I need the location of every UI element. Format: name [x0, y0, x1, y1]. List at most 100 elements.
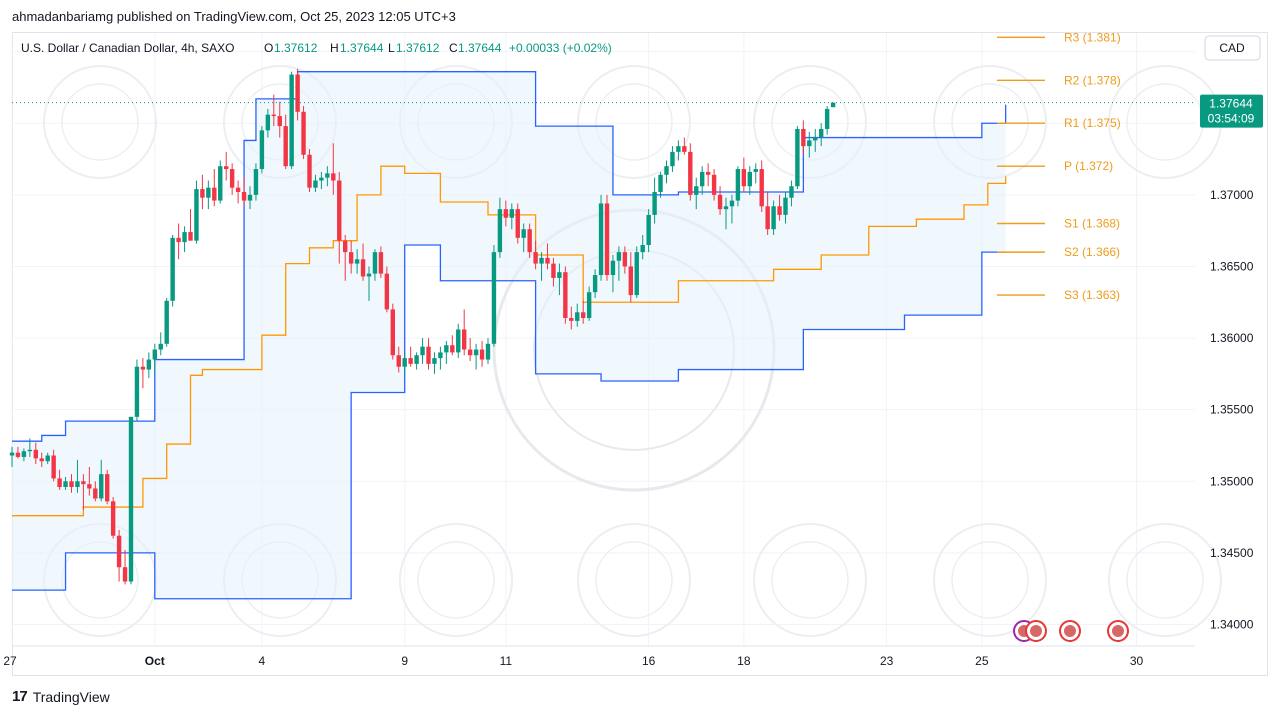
candle-body [420, 346, 425, 356]
candle-body [176, 237, 181, 243]
candle-body [206, 187, 211, 198]
candle-body [479, 349, 485, 360]
price-tick-label: 1.36000 [1210, 331, 1254, 345]
candle-body [646, 214, 651, 245]
channel-midline [12, 165, 1007, 517]
event-flags[interactable] [1013, 620, 1129, 642]
candle-body [545, 257, 550, 264]
candle-body [33, 449, 38, 459]
candle-body [259, 130, 265, 170]
time-axis[interactable]: 27 Oct 4 9 11 16 18 23 25 30 [3, 645, 1195, 668]
candle-body [81, 481, 86, 485]
candle-body [152, 349, 157, 360]
candle-body [396, 355, 401, 367]
candle-body [426, 346, 431, 364]
candle-body [622, 252, 628, 267]
price-axis[interactable]: 1.380001.375001.370001.365001.360001.355… [1210, 45, 1254, 632]
candle-body [313, 180, 318, 188]
candle-body [15, 452, 21, 457]
watermark-ring [61, 83, 139, 161]
candle-body [432, 358, 437, 364]
candle-body [224, 166, 229, 170]
candle-body [676, 146, 681, 152]
candle-body [57, 478, 62, 488]
candle-body [51, 455, 56, 479]
watermark-ring [577, 523, 691, 637]
legend-change: +0.00033 (+0.02%) [509, 41, 612, 55]
candle-body [194, 189, 199, 241]
candle-body [491, 252, 497, 344]
candle-body [503, 209, 509, 218]
candle-body [360, 259, 366, 277]
candle-body [277, 116, 282, 127]
channel-fill [12, 71, 1006, 599]
tradingview-brand[interactable]: TradingView [32, 688, 110, 705]
watermark-ring [595, 83, 673, 161]
candle-body [253, 169, 259, 195]
legend-close-label: C [449, 41, 458, 55]
candle-body [164, 300, 169, 344]
candle-body [140, 366, 146, 370]
legend-low-value: 1.37612 [396, 41, 440, 55]
candle-body [229, 169, 235, 188]
candle-body [301, 111, 306, 155]
candle-body [188, 232, 193, 241]
candle-body [569, 318, 574, 321]
pivot-label: S3 (1.363) [1064, 288, 1120, 302]
candle-body [265, 114, 271, 131]
candle-body [717, 194, 723, 210]
legend-symbol: U.S. Dollar / Canadian Dollar, 4h, SAXO [21, 41, 234, 55]
candle-body [795, 128, 800, 187]
event-flag-icon [1064, 625, 1076, 637]
channel-lower-line [12, 244, 1006, 600]
candle-body [105, 474, 110, 502]
published-line: ahmadanbariamg published on TradingView.… [12, 9, 456, 24]
candle-body [783, 197, 788, 215]
time-tick-label: 11 [500, 654, 513, 668]
time-tick-label: 27 [3, 654, 17, 668]
time-tick-label: 16 [642, 654, 656, 668]
candle-body [378, 252, 384, 274]
candle-body [604, 203, 610, 276]
candle-body [664, 166, 669, 175]
candle-body [116, 535, 122, 568]
candle-body [628, 266, 633, 296]
candle-body [444, 345, 449, 353]
time-tick-label: Oct [145, 654, 165, 668]
legend-close-value: 1.37644 [458, 41, 502, 55]
currency-button[interactable]: CAD [1204, 35, 1261, 61]
candle-body [87, 484, 92, 489]
candle-body [509, 209, 514, 218]
pivot-label: S2 (1.366) [1064, 245, 1120, 259]
candle-body [289, 74, 294, 167]
candle-body [581, 312, 586, 319]
candle-body [128, 416, 134, 582]
candle-body [670, 151, 675, 167]
candle-body [497, 209, 503, 253]
candle-body [158, 343, 163, 350]
midline-path [12, 165, 1007, 517]
price-tick-label: 1.35000 [1210, 474, 1254, 488]
candle-body [777, 206, 782, 215]
candle-body [319, 177, 324, 181]
candle-body [414, 355, 419, 364]
candle-body [610, 260, 616, 276]
candle-body [21, 451, 27, 457]
symbol-legend: U.S. Dollar / Canadian Dollar, 4h, SAXO … [21, 41, 612, 55]
candle-body [63, 481, 68, 488]
candle-body [354, 259, 360, 264]
tradingview-logo[interactable]: 17 [12, 688, 28, 705]
candle-body [241, 191, 247, 201]
candle-body [462, 329, 467, 350]
candle-body [390, 309, 395, 356]
currency-label: CAD [1219, 41, 1245, 55]
candle-body [824, 108, 830, 129]
candle-body [99, 474, 104, 499]
candle-body [247, 194, 253, 201]
legend-high-value: 1.37644 [340, 41, 384, 55]
footer: 17 TradingView [12, 688, 110, 705]
candle-body [366, 273, 372, 277]
candles[interactable] [9, 68, 836, 585]
last-price-value: 1.37644 [1209, 97, 1253, 111]
